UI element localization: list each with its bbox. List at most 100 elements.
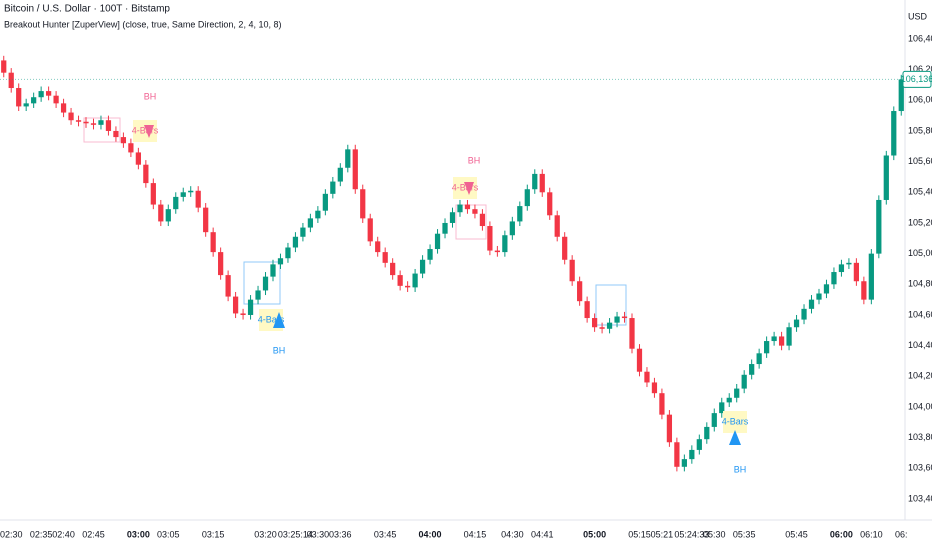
candle-body — [636, 348, 643, 372]
x-tick-label: 03:30 — [307, 529, 330, 539]
candle-body — [1, 60, 7, 73]
candle-body — [307, 218, 314, 228]
candle-body — [322, 193, 328, 211]
candle-body — [98, 120, 104, 125]
candle-body — [816, 293, 822, 300]
candle-body — [644, 371, 650, 383]
signal-label: 4-Bars — [452, 182, 479, 192]
x-tick-label: 03:25:14 — [278, 529, 313, 539]
candle-body — [487, 226, 493, 251]
signal-triangle — [144, 125, 154, 138]
candle-body — [315, 210, 321, 219]
candle-body — [255, 290, 261, 300]
candle-body — [434, 233, 441, 250]
candle-body — [158, 204, 164, 222]
candle-body — [868, 253, 874, 300]
last-price-box — [902, 70, 932, 88]
y-tick-label: 105,800 — [908, 125, 932, 135]
y-tick-label: 106,200 — [908, 64, 932, 74]
signal-box — [723, 411, 747, 433]
candle-body — [584, 301, 590, 319]
signal-label: BH — [144, 91, 157, 101]
candle-body — [68, 112, 74, 121]
candle-body — [135, 152, 141, 165]
range-box — [455, 204, 487, 240]
x-tick-label: 05:00 — [583, 529, 606, 539]
candle-body — [524, 189, 530, 207]
candle-body — [764, 341, 770, 354]
candle-body — [494, 250, 500, 253]
candle-body — [180, 192, 186, 197]
candle-body — [756, 353, 762, 365]
x-tick-label: 02:30 — [0, 529, 22, 539]
y-tick-label: 105,400 — [908, 187, 932, 197]
candle-body — [689, 449, 695, 460]
candle-body — [853, 262, 860, 282]
signal-label: 4-Bars — [258, 314, 285, 324]
candle-body — [629, 318, 635, 349]
candle-body — [90, 123, 97, 125]
x-tick-label: 03:15 — [202, 529, 225, 539]
x-tick-label: 05:24:33 — [674, 529, 709, 539]
y-tick-label: 105,600 — [908, 156, 932, 166]
candle-body — [861, 281, 867, 300]
x-tick-label: 05:21 — [651, 529, 674, 539]
candle-body — [778, 336, 785, 346]
candle-body — [659, 393, 665, 415]
candle-body — [412, 273, 418, 288]
candle-body — [569, 259, 575, 282]
candle-body — [801, 308, 807, 320]
x-tick-label: 03:00 — [127, 529, 150, 539]
candle-body — [390, 262, 396, 276]
candle-body — [449, 212, 456, 223]
candle-body — [330, 181, 336, 194]
candle-body — [105, 120, 112, 131]
signal-label: BH — [468, 155, 481, 165]
candle-body — [838, 264, 845, 273]
x-tick-label: 06:10 — [860, 529, 883, 539]
candle-body — [599, 327, 605, 329]
signal-label: BH — [734, 464, 747, 474]
chart-title: Bitcoin / U.S. Dollar · 100T · Bitstamp — [4, 4, 170, 15]
candle-body — [75, 120, 82, 122]
candle-body — [262, 276, 269, 291]
candle-body — [8, 72, 14, 89]
candle-body — [203, 207, 209, 233]
candle-body — [285, 247, 291, 259]
candle-body — [674, 442, 680, 467]
candle-body — [352, 149, 358, 190]
candle-body — [31, 97, 37, 104]
candle-body — [577, 281, 583, 302]
x-tick-label: 05:30 — [703, 529, 726, 539]
candle-body — [128, 143, 134, 153]
x-tick-label: 06:00 — [830, 529, 853, 539]
x-tick-label: 04:30 — [501, 529, 524, 539]
candle-body — [210, 232, 216, 253]
indicator-title: Breakout Hunter [ZuperView] (close, true… — [4, 19, 281, 29]
candle-body — [509, 221, 515, 236]
candle-body — [479, 213, 486, 227]
currency-label: USD — [908, 11, 928, 21]
candle-body — [831, 272, 837, 285]
candle-body — [591, 318, 598, 328]
signal-label: BH — [273, 345, 286, 355]
candle-body — [606, 322, 613, 329]
candle-body — [38, 91, 44, 98]
y-tick-label: 106,400 — [908, 33, 932, 43]
x-tick-label: 03:36 — [329, 529, 352, 539]
y-tick-label: 104,600 — [908, 309, 932, 319]
candle-body — [562, 236, 568, 260]
candle-body — [621, 316, 628, 319]
candle-body — [53, 95, 59, 104]
y-tick-label: 103,800 — [908, 432, 932, 442]
range-box — [243, 261, 281, 305]
candle-body — [464, 204, 471, 210]
candle-body — [808, 299, 815, 309]
candle-body — [891, 111, 897, 156]
y-tick-label: 106,000 — [908, 95, 932, 105]
candle-body — [547, 192, 553, 216]
candle-body — [195, 190, 201, 208]
candle-body — [382, 252, 388, 263]
